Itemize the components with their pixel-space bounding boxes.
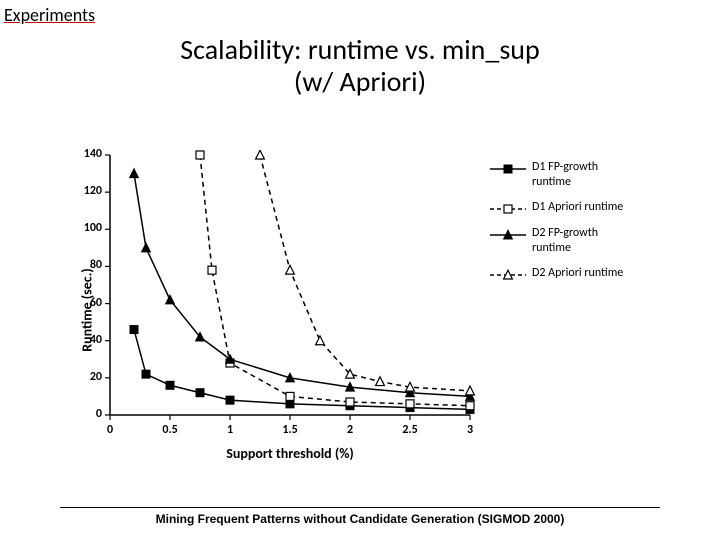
legend-label: D2 Apriori runtime <box>532 266 635 281</box>
y-tick-label: 0 <box>96 407 102 421</box>
y-tick-label: 80 <box>90 258 102 272</box>
y-tick-label: 100 <box>84 221 102 235</box>
chart-plot-area <box>100 150 480 430</box>
x-axis-label: Support threshold (%) <box>100 445 480 462</box>
legend-item: D1 Apriori runtime <box>490 200 635 216</box>
x-tick-label: 1 <box>218 423 242 437</box>
x-tick-label: 3 <box>458 423 482 437</box>
title-line-1: Scalability: runtime vs. min_sup <box>0 34 720 66</box>
legend-item: D2 FP-growth runtime <box>490 226 635 256</box>
section-label: Experiments <box>4 4 95 26</box>
y-tick-label: 20 <box>90 370 102 384</box>
runtime-chart: Runtime (sec.) Support threshold (%) D1 … <box>100 150 620 470</box>
legend-label: D2 FP-growth runtime <box>532 226 635 256</box>
x-tick-label: 2 <box>338 423 362 437</box>
y-tick-label: 40 <box>90 333 102 347</box>
y-tick-label: 120 <box>84 184 102 198</box>
legend-swatch <box>490 228 526 242</box>
y-tick-label: 140 <box>84 147 102 161</box>
chart-legend: D1 FP-growth runtime D1 Apriori runtime D2… <box>490 160 635 292</box>
y-tick-label: 60 <box>90 296 102 310</box>
legend-swatch <box>490 202 526 216</box>
legend-item: D2 Apriori runtime <box>490 266 635 282</box>
legend-label: D1 FP-growth runtime <box>532 160 635 190</box>
x-tick-label: 0.5 <box>158 423 182 437</box>
legend-swatch <box>490 162 526 176</box>
legend-item: D1 FP-growth runtime <box>490 160 635 190</box>
legend-label: D1 Apriori runtime <box>532 200 635 215</box>
x-tick-label: 0 <box>98 423 122 437</box>
x-tick-label: 2.5 <box>398 423 422 437</box>
legend-swatch <box>490 268 526 282</box>
footer-divider <box>60 507 660 508</box>
title-line-2: (w/ Apriori) <box>0 66 720 98</box>
footer-citation: Mining Frequent Patterns without Candida… <box>0 512 720 526</box>
page-title: Scalability: runtime vs. min_sup (w/ Apr… <box>0 34 720 98</box>
x-tick-label: 1.5 <box>278 423 302 437</box>
